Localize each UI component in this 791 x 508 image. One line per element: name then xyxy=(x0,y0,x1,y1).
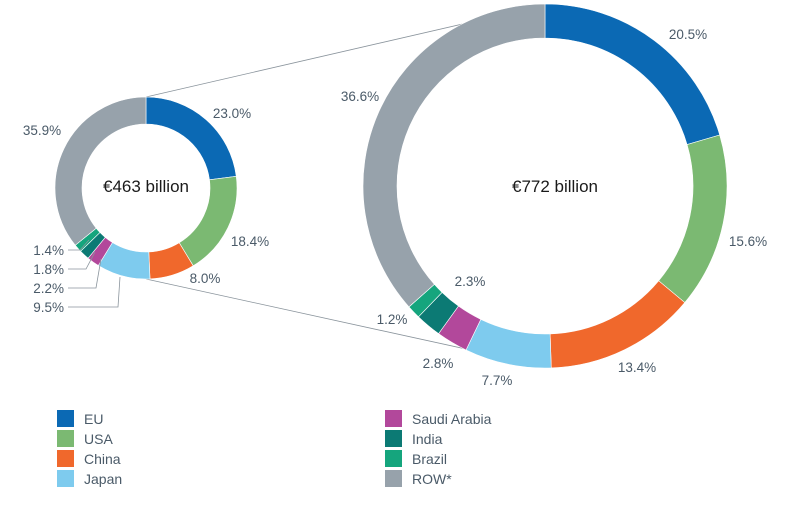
legend-swatch xyxy=(57,410,74,427)
donut-slice-japan xyxy=(465,318,552,369)
legend-right: Saudi Arabia India Brazil ROW* xyxy=(385,410,491,487)
percent-label: 23.0% xyxy=(213,106,251,121)
percent-labels-large: 20.5% 15.6% 13.4% 7.7% 2.8% 2.3% 1.2% 36.6% xyxy=(341,27,767,388)
percent-label: 7.7% xyxy=(482,373,513,388)
legend-item-eu: EU xyxy=(57,410,122,427)
legend-item-saudi-arabia: Saudi Arabia xyxy=(385,410,491,427)
percent-label: 13.4% xyxy=(618,360,656,375)
percent-label: 2.2% xyxy=(33,281,64,296)
percent-labels-small: 23.0% 18.4% 8.0% 35.9% 1.4% 1.8% 2.2% 9.5% xyxy=(23,106,269,315)
donut-slice-row xyxy=(54,96,147,246)
donut-slice-china xyxy=(549,280,686,369)
legend-swatch xyxy=(385,470,402,487)
leader-line-india xyxy=(68,251,96,270)
donut-slice-row xyxy=(362,3,546,308)
legend-label: Saudi Arabia xyxy=(412,410,492,427)
center-label-small: €463 billion xyxy=(103,177,189,196)
legend-item-japan: Japan xyxy=(57,470,122,487)
percent-label: 1.4% xyxy=(33,243,64,258)
donut-chart-large xyxy=(362,3,728,369)
percent-label: 15.6% xyxy=(729,234,767,249)
leader-line-japan xyxy=(68,276,121,308)
donut-slice-eu xyxy=(544,3,721,145)
legend-item-usa: USA xyxy=(57,430,122,447)
zoom-connector-lines xyxy=(145,4,549,368)
percent-label: 1.2% xyxy=(377,312,408,327)
legend-label: EU xyxy=(84,410,104,427)
percent-label: 18.4% xyxy=(231,234,269,249)
legend-swatch xyxy=(57,450,74,467)
legend-label: India xyxy=(412,430,443,447)
percent-label: 2.8% xyxy=(423,356,454,371)
leader-line-brazil xyxy=(68,239,90,251)
legend-item-india: India xyxy=(385,430,491,447)
legend-label: Brazil xyxy=(412,450,448,467)
percent-label: 20.5% xyxy=(669,27,707,42)
donut-chart-small xyxy=(54,96,238,280)
legend-left: EU USA China Japan xyxy=(57,410,122,487)
legend-item-brazil: Brazil xyxy=(385,450,491,467)
donut-charts: 23.0% 18.4% 8.0% 35.9% 1.4% 1.8% 2.2% 9.5% 20.5… xyxy=(23,3,767,388)
donut-slice-usa xyxy=(658,134,728,303)
legend-label: Japan xyxy=(84,470,123,487)
leader-line-saudi-arabia xyxy=(68,258,102,289)
percent-label: 36.6% xyxy=(341,89,379,104)
legend-item-china: China xyxy=(57,450,122,467)
percent-label: 9.5% xyxy=(33,300,64,315)
legend-item-row: ROW* xyxy=(385,470,491,487)
percent-label: 2.3% xyxy=(455,274,486,289)
legend-swatch xyxy=(385,450,402,467)
legend-label: USA xyxy=(84,430,113,447)
percent-label: 35.9% xyxy=(23,123,61,138)
legend-label: ROW* xyxy=(412,470,452,487)
legend-swatch xyxy=(385,410,402,427)
legend-swatch xyxy=(385,430,402,447)
percent-label: 1.8% xyxy=(33,262,64,277)
percent-label: 8.0% xyxy=(190,271,221,286)
legend-label: China xyxy=(84,450,121,467)
legend-swatch xyxy=(57,430,74,447)
legend-swatch xyxy=(57,470,74,487)
center-label-large: €772 billion xyxy=(512,177,598,196)
